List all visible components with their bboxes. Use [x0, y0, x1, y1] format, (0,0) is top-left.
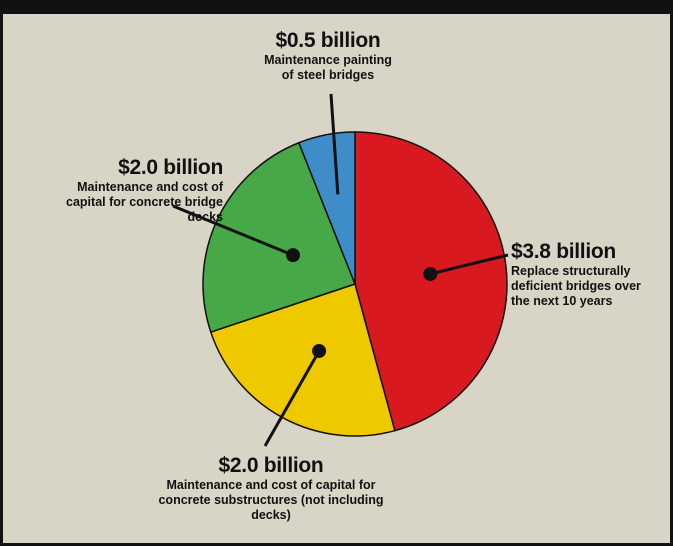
slice-label: $0.5 billion Maintenance painting of stee…	[233, 29, 423, 83]
pie-canvas	[172, 93, 509, 447]
slice-description: Maintenance and cost of capital for conc…	[158, 478, 384, 522]
value-label: $3.8 billion	[511, 240, 616, 263]
leader-dot	[312, 343, 327, 358]
leader-dot	[285, 248, 300, 263]
pie-slice	[354, 131, 508, 432]
value-label: $2.0 billion	[218, 454, 324, 477]
slice-description: Maintenance painting of steel bridges	[264, 53, 392, 82]
pie-slice	[209, 283, 396, 437]
slice-label: $3.8 billion Replace structurally deficie…	[511, 240, 661, 309]
leader-line	[172, 204, 294, 257]
value-label: $2.0 billion	[118, 156, 223, 179]
pie-slice	[297, 131, 356, 285]
slice-description: Replace structurally deficient bridges o…	[511, 264, 641, 308]
leader-line	[429, 253, 509, 276]
leader-dot	[423, 266, 438, 281]
slice-label: $2.0 billion Maintenance and cost of capi…	[23, 156, 223, 225]
leader-line	[329, 93, 340, 195]
slice-description: Maintenance and cost of capital for conc…	[66, 180, 223, 224]
value-label: $0.5 billion	[275, 29, 381, 52]
leader-line	[263, 350, 321, 447]
slice-label: $2.0 billion Maintenance and cost of capi…	[121, 454, 421, 523]
